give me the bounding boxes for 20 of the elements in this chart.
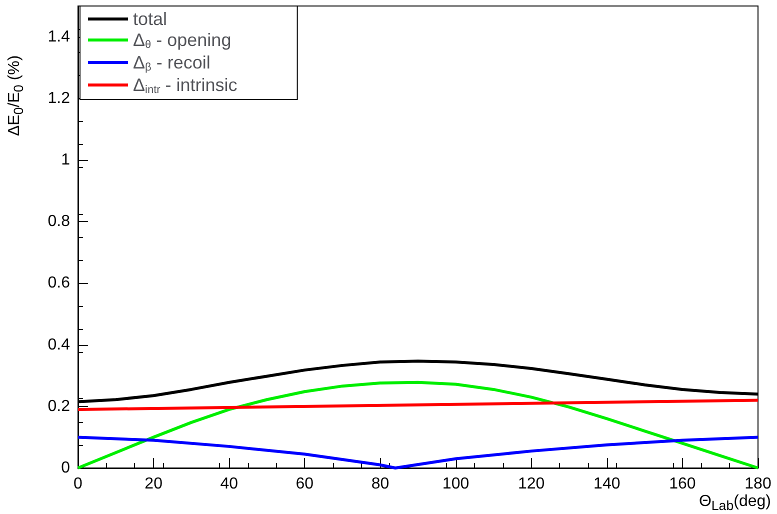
x-tick-label: 0	[74, 476, 83, 492]
y-tick-label: 0.2	[48, 398, 70, 415]
x-tick-label: 80	[371, 476, 390, 492]
x-tick-label: 160	[669, 476, 696, 492]
legend-label: total	[133, 9, 168, 29]
x-axis-title: Θ$_{Lab}$(deg)	[698, 493, 771, 514]
y-tick-label: 1.4	[48, 28, 70, 46]
y-tick-label: 0	[61, 460, 70, 476]
y-tick-label: 1	[61, 152, 70, 168]
x-tick-label: 40	[220, 476, 238, 492]
y-tick-label: 0.6	[48, 274, 70, 292]
x-tick-label: 20	[144, 476, 163, 492]
x-tick-label: 60	[296, 476, 314, 492]
x-tick-label: 120	[518, 476, 545, 492]
y-tick-label: 1.2	[48, 90, 70, 107]
x-tick-label: 100	[442, 476, 470, 492]
y-tick-label: 0.8	[48, 213, 70, 230]
x-tick-label: 180	[744, 476, 772, 492]
y-tick-label: 0.4	[48, 336, 70, 354]
x-tick-label: 140	[594, 476, 620, 492]
